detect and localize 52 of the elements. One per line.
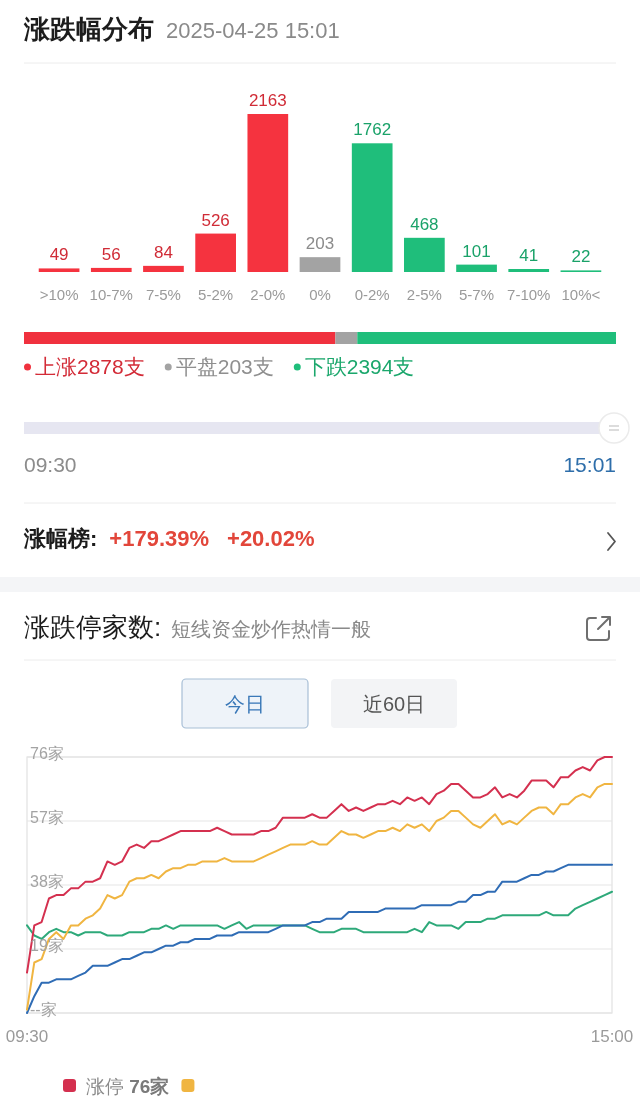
data-label: 22 [571,247,591,267]
text: +20.02% [227,526,315,551]
x-tick-label: >10% [39,286,79,303]
x-tick-label: 2-5% [406,286,442,303]
y-tick-label: 76家 [30,745,64,762]
y-tick-label: --家 [30,1001,57,1018]
data-label: 468 [410,214,439,234]
button: 今日 [181,678,309,729]
data-label: 2163 [248,91,287,110]
bar [247,114,289,272]
chart-title: 涨跌停家数: [24,612,162,642]
text: 09:30 [24,453,77,476]
bar [299,257,341,272]
data-label: 56 [101,244,121,264]
chart-title: 涨跌幅分布 [23,14,154,44]
bar [404,237,445,272]
y-tick-label: 38家 [30,873,64,890]
x-tick-label: 0-2% [354,286,390,303]
data-label: 526 [201,210,230,230]
data-label: 41 [519,246,539,266]
text: 涨幅榜: [23,526,98,551]
legend-label: 下跌2394支 [304,355,415,378]
data-label: 1762 [353,120,392,140]
legend-label: 上涨2878支 [35,355,145,378]
data-label: 203 [305,234,335,254]
y-tick-label: 57家 [30,809,64,826]
legend-label: 涨停 76家 [86,1076,170,1097]
x-tick-label: 2-0% [250,286,286,303]
x-tick-label: 10%< [561,286,601,303]
x-tick-label: 7-10% [507,286,551,303]
data-label: 84 [153,242,173,262]
text: 15:01 [563,453,616,476]
bar [90,267,132,272]
text: +179.39% [109,526,210,551]
chart-subtitle: 短线资金炒作热情一般 [171,618,372,640]
x-tick-label: 15:00 [590,1027,634,1046]
bar [456,264,497,272]
data-label: 49 [49,245,69,265]
x-tick-label: 0% [309,286,331,303]
bar [195,233,236,272]
x-tick-label: 5-7% [459,286,495,303]
data-label: 101 [462,241,491,261]
x-tick-label: 10-7% [89,286,133,303]
x-tick-label: 5-2% [198,286,234,303]
bar [508,269,550,272]
chart-subtitle: 2025-04-25 15:01 [166,18,340,43]
bar [351,143,393,272]
bar [38,268,80,272]
x-tick-label: 7-5% [145,286,181,303]
bar [143,265,184,272]
legend-label: 平盘203支 [175,355,274,378]
button: 近60日 [331,679,457,728]
